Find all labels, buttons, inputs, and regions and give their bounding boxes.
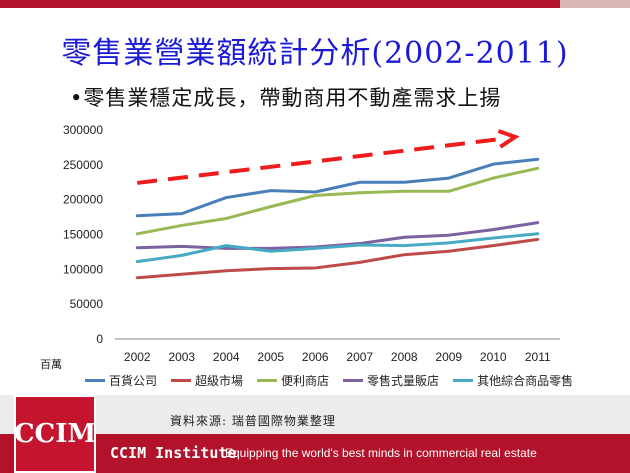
trend-arrow-shaft bbox=[137, 136, 502, 185]
y-tick-label: 150000 bbox=[63, 228, 103, 242]
footer-bar bbox=[0, 434, 630, 473]
ccim-logo: CCIM bbox=[14, 395, 96, 473]
legend-swatch bbox=[453, 379, 474, 382]
slide-subtitle: •零售業穩定成長，帶動商用不動產需求上揚 bbox=[70, 86, 502, 110]
x-tick-label: 2009 bbox=[435, 350, 462, 364]
legend-swatch bbox=[171, 379, 192, 382]
x-tick-label: 2011 bbox=[525, 350, 551, 364]
x-tick-label: 2008 bbox=[391, 350, 418, 364]
institute-tagline: Equipping the world's best minds in comm… bbox=[225, 446, 537, 460]
x-tick-label: 2006 bbox=[302, 350, 329, 364]
legend-label: 其他綜合商品零售 bbox=[477, 374, 574, 388]
legend-label: 超級市場 bbox=[195, 374, 244, 388]
ccim-logo-text: CCIM bbox=[13, 419, 97, 449]
source-note: 資料來源: 瑞普國際物業整理 bbox=[170, 414, 336, 428]
y-tick-label: 50000 bbox=[70, 297, 104, 311]
legend-label: 零售式量販店 bbox=[367, 374, 440, 388]
x-tick-label: 2010 bbox=[480, 350, 507, 364]
legend-item: 百貨公司 bbox=[85, 372, 157, 389]
x-tick-label: 2004 bbox=[213, 350, 240, 364]
x-tick-label: 2005 bbox=[257, 350, 284, 364]
legend-item: 便利商店 bbox=[257, 372, 329, 389]
y-tick-label: 100000 bbox=[63, 262, 103, 276]
line-chart: 0 50000 100000 150000 200000 250000 300000 2002… bbox=[63, 123, 560, 364]
y-tick-label: 0 bbox=[96, 332, 103, 346]
legend-item: 零售式量販店 bbox=[343, 372, 439, 389]
x-tick-label: 2003 bbox=[168, 350, 195, 364]
legend-item: 其他綜合商品零售 bbox=[453, 372, 573, 389]
series-line bbox=[135, 237, 540, 280]
series-line bbox=[135, 157, 540, 218]
legend-swatch bbox=[257, 379, 278, 382]
series-line bbox=[135, 221, 540, 250]
trend-arrow-head bbox=[497, 129, 520, 149]
series-line bbox=[135, 232, 540, 264]
institute-name: CCIM Institute bbox=[110, 444, 237, 462]
slide-title: 零售業營業額統計分析(2002-2011) bbox=[61, 36, 569, 71]
legend-label: 便利商店 bbox=[281, 374, 330, 388]
y-tick-label: 250000 bbox=[63, 158, 103, 172]
series-line bbox=[135, 166, 540, 236]
legend-label: 百貨公司 bbox=[109, 374, 158, 388]
unit-label: 百萬 bbox=[40, 358, 62, 371]
top-band-accent bbox=[560, 0, 630, 8]
x-tick-label: 2002 bbox=[124, 350, 151, 364]
legend-swatch bbox=[85, 379, 105, 382]
legend-swatch bbox=[343, 379, 364, 382]
x-tick-label: 2007 bbox=[346, 350, 373, 364]
y-tick-label: 200000 bbox=[63, 193, 103, 207]
y-tick-label: 300000 bbox=[63, 123, 103, 137]
top-band bbox=[0, 0, 630, 8]
chart-legend: 百貨公司 超級市場 便利商店 零售式量販店 其他綜合商品零售 bbox=[85, 372, 573, 389]
legend-item: 超級市場 bbox=[171, 372, 243, 389]
